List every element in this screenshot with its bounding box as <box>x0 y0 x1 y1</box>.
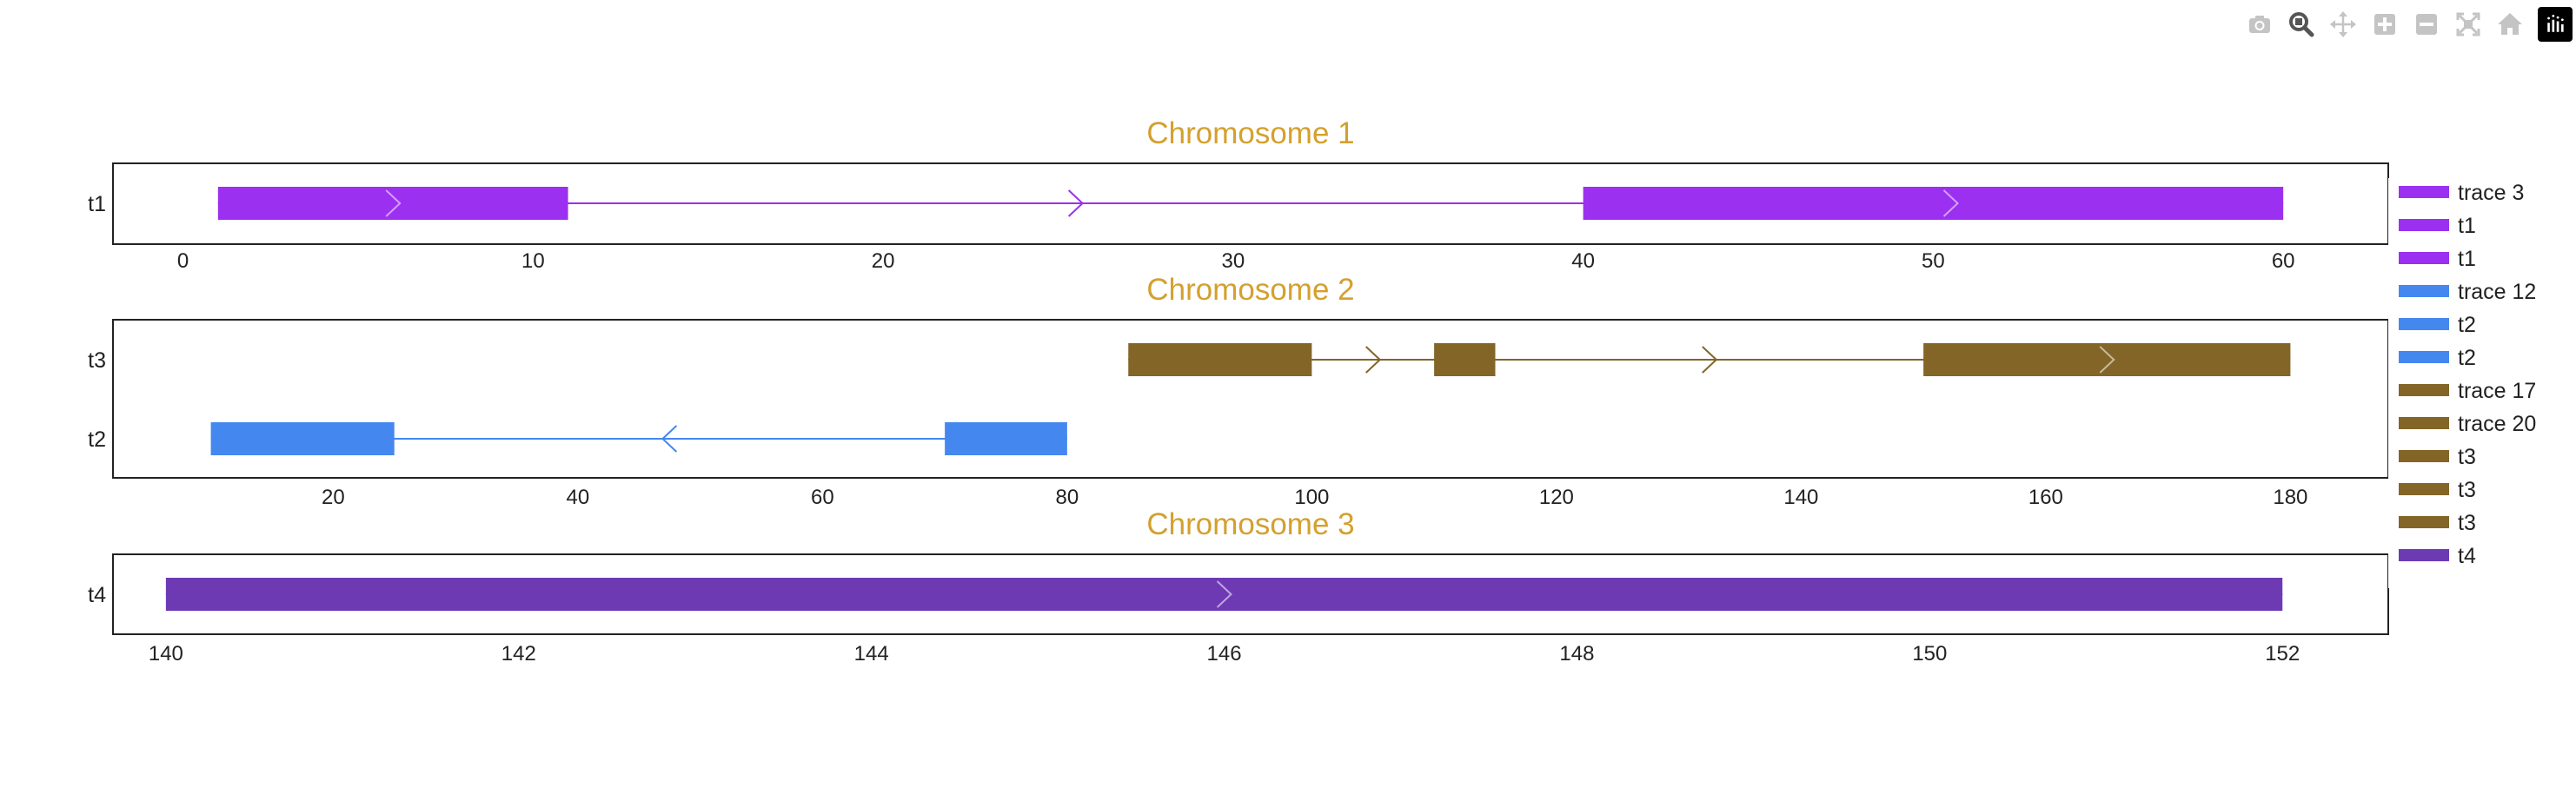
strand-arrow-marker <box>1067 189 1085 217</box>
x-tick-label: 20 <box>872 249 895 273</box>
panel-title: Chromosome 1 <box>1146 116 1354 150</box>
legend-label[interactable]: trace 12 <box>2458 280 2536 304</box>
x-tick-label: 80 <box>1056 486 1079 509</box>
legend-label[interactable]: t2 <box>2458 346 2476 370</box>
legend-swatch[interactable] <box>2399 384 2449 396</box>
legend-label[interactable]: t4 <box>2458 544 2476 568</box>
legend-label[interactable]: trace 3 <box>2458 181 2524 205</box>
y-tick-label: t3 <box>88 348 106 373</box>
x-tick-label: 60 <box>2272 249 2295 273</box>
panel-title: Chromosome 2 <box>1146 273 1354 307</box>
legend-label[interactable]: trace 20 <box>2458 412 2536 436</box>
strand-arrow-marker <box>1365 346 1382 374</box>
strand-arrow-marker <box>661 425 678 453</box>
exon-bar[interactable] <box>217 187 568 220</box>
y-tick-label: t2 <box>88 427 106 452</box>
zoom-out-icon[interactable] <box>2406 7 2447 42</box>
camera-icon[interactable] <box>2239 7 2281 42</box>
legend-swatch[interactable] <box>2399 549 2449 561</box>
legend-label[interactable]: trace 17 <box>2458 379 2536 403</box>
x-tick-label: 40 <box>567 486 590 509</box>
x-tick-label: 120 <box>1539 486 1574 509</box>
legend-swatch[interactable] <box>2399 285 2449 297</box>
y-tick-label: t4 <box>88 583 106 607</box>
x-tick-label: 100 <box>1294 486 1329 509</box>
x-tick-label: 10 <box>521 249 545 273</box>
exon-bar[interactable] <box>945 422 1067 455</box>
x-tick-label: 144 <box>854 642 889 666</box>
exon-bar[interactable] <box>165 578 2283 611</box>
autoscale-icon[interactable] <box>2447 7 2489 42</box>
legend-swatch[interactable] <box>2399 483 2449 495</box>
exon-bar[interactable] <box>1128 343 1312 376</box>
pan-icon[interactable] <box>2322 7 2364 42</box>
x-tick-label: 60 <box>811 486 834 509</box>
exon-bar[interactable] <box>210 422 395 455</box>
x-tick-label: 50 <box>1922 249 1945 273</box>
x-tick-label: 148 <box>1559 642 1594 666</box>
x-tick-label: 30 <box>1222 249 1245 273</box>
strand-arrow-marker <box>385 189 402 217</box>
strand-arrow-marker <box>1216 580 1233 608</box>
legend-label[interactable]: t3 <box>2458 445 2476 469</box>
strand-arrow-marker <box>1942 189 1960 217</box>
plotly-logo-icon[interactable] <box>2538 7 2573 42</box>
x-tick-label: 40 <box>1571 249 1595 273</box>
legend-swatch[interactable] <box>2399 450 2449 462</box>
legend-swatch[interactable] <box>2399 516 2449 528</box>
x-tick-label: 140 <box>149 642 183 666</box>
x-tick-label: 146 <box>1207 642 1242 666</box>
x-tick-label: 150 <box>1912 642 1947 666</box>
legend-swatch[interactable] <box>2399 417 2449 429</box>
x-tick-label: 142 <box>501 642 536 666</box>
legend-swatch[interactable] <box>2399 186 2449 198</box>
exon-bar[interactable] <box>1923 343 2291 376</box>
legend-swatch[interactable] <box>2399 318 2449 330</box>
x-tick-label: 0 <box>177 249 189 273</box>
legend-label[interactable]: t3 <box>2458 478 2476 502</box>
x-tick-label: 20 <box>322 486 345 509</box>
zoom-in-icon[interactable] <box>2364 7 2406 42</box>
legend-swatch[interactable] <box>2399 252 2449 264</box>
legend-label[interactable]: t3 <box>2458 511 2476 535</box>
exon-bar[interactable] <box>1583 187 2284 220</box>
legend-label[interactable]: t1 <box>2458 214 2476 238</box>
strand-arrow-marker <box>1702 346 1718 374</box>
x-tick-label: 180 <box>2273 486 2307 509</box>
strand-arrow-marker <box>2099 346 2115 374</box>
home-icon[interactable] <box>2489 7 2531 42</box>
x-tick-label: 140 <box>1783 486 1818 509</box>
plot-frame <box>112 553 2389 635</box>
legend-label[interactable]: t1 <box>2458 247 2476 271</box>
x-tick-label: 160 <box>2028 486 2063 509</box>
zoom-icon[interactable] <box>2281 7 2322 42</box>
x-tick-label: 152 <box>2265 642 2300 666</box>
modebar <box>2239 7 2573 42</box>
exon-bar[interactable] <box>1434 343 1496 376</box>
legend-swatch[interactable] <box>2399 219 2449 231</box>
panel-title: Chromosome 3 <box>1146 507 1354 541</box>
y-tick-label: t1 <box>88 192 106 216</box>
legend-label[interactable]: t2 <box>2458 313 2476 337</box>
legend-swatch[interactable] <box>2399 351 2449 363</box>
